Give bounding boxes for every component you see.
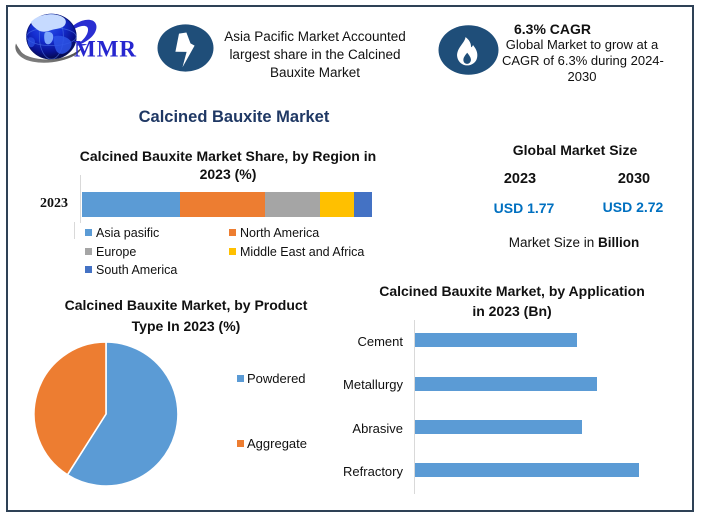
svg-text:MMR: MMR (74, 37, 137, 62)
